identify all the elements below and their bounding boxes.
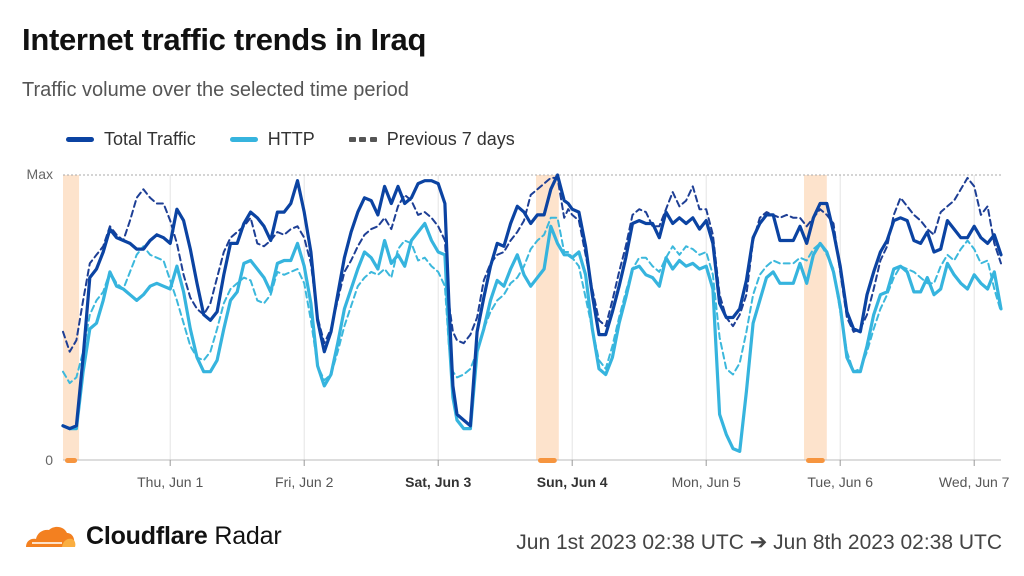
cloudflare-radar-logo[interactable]: Cloudflare Radar bbox=[22, 521, 282, 551]
legend-item-previous[interactable]: Previous 7 days bbox=[348, 129, 515, 150]
y-tick-label: Max bbox=[27, 166, 53, 182]
chart-title: Internet traffic trends in Iraq bbox=[22, 22, 427, 57]
x-tick-label: Fri, Jun 2 bbox=[275, 474, 334, 490]
legend-swatch-total bbox=[66, 137, 94, 142]
legend-item-total[interactable]: Total Traffic bbox=[66, 129, 196, 150]
legend-item-http[interactable]: HTTP bbox=[229, 129, 315, 150]
outage-band bbox=[63, 175, 80, 460]
brand-name: Cloudflare Radar bbox=[86, 521, 282, 551]
outage-marker bbox=[538, 458, 557, 463]
outage-marker bbox=[65, 458, 78, 463]
legend-label-http: HTTP bbox=[267, 129, 315, 149]
x-tick-label: Thu, Jun 1 bbox=[137, 474, 203, 490]
series-line-http bbox=[61, 221, 1003, 453]
x-tick-label: Wed, Jun 7 bbox=[939, 474, 1010, 490]
x-tick-label: Sun, Jun 4 bbox=[537, 474, 608, 490]
time-range-label: Jun 1st 2023 02:38 UTC ➔ Jun 8th 2023 02… bbox=[516, 531, 1002, 554]
legend-label-previous: Previous 7 days bbox=[386, 129, 515, 149]
x-tick-label: Mon, Jun 5 bbox=[672, 474, 741, 490]
chart-legend: Total Traffic HTTP Previous 7 days bbox=[66, 129, 549, 150]
brand-name-regular: Radar bbox=[207, 521, 282, 550]
x-tick-label: Sat, Jun 3 bbox=[405, 474, 471, 490]
chart-subtitle: Traffic volume over the selected time pe… bbox=[22, 79, 409, 101]
outage-marker bbox=[806, 458, 825, 463]
traffic-line-chart: 0 Max Thu, Jun 1 Fri, Jun 2 Sat, Jun 3 Sun, J… bbox=[27, 166, 1010, 490]
legend-label-total: Total Traffic bbox=[104, 129, 196, 149]
series-line-prev-http bbox=[62, 216, 1002, 385]
cloudflare-cloud-icon bbox=[26, 526, 76, 547]
y-tick-label: 0 bbox=[45, 452, 53, 468]
brand-name-bold: Cloudflare bbox=[86, 521, 208, 550]
legend-swatch-http bbox=[229, 137, 258, 142]
outage-band bbox=[536, 175, 559, 460]
x-tick-label: Tue, Jun 6 bbox=[807, 474, 873, 490]
series-line-total bbox=[61, 173, 1003, 431]
outage-band bbox=[804, 175, 827, 460]
legend-swatch-previous bbox=[348, 137, 377, 142]
